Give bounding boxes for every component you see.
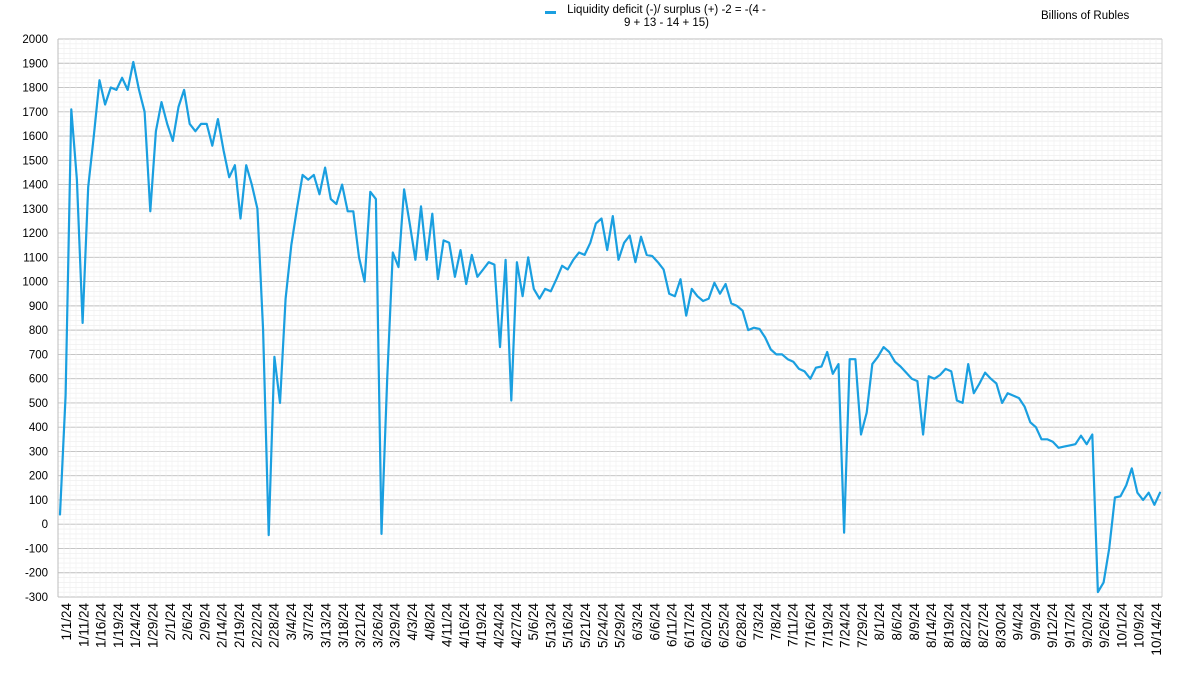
x-tick-label: 1/24/24 [128, 603, 143, 649]
y-tick-label: 1000 [22, 277, 48, 289]
x-tick-label: 4/11/24 [440, 603, 455, 648]
y-tick-label: 1800 [22, 83, 48, 95]
x-tick-label: 8/30/24 [993, 603, 1008, 649]
x-tick-label: 1/19/24 [111, 603, 126, 649]
x-tick-label: 3/4/24 [284, 603, 299, 641]
y-tick-label: 200 [29, 471, 48, 483]
x-tick-label: 1/11/24 [76, 603, 91, 648]
x-tick-label: 7/19/24 [820, 603, 835, 649]
x-tick-label: 4/3/24 [405, 603, 420, 641]
x-tick-label: 2/9/24 [197, 603, 212, 641]
x-tick-label: 5/21/24 [578, 603, 593, 649]
x-tick-label: 2/1/24 [163, 603, 178, 641]
y-tick-label: 1400 [22, 180, 48, 192]
x-tick-label: 5/24/24 [595, 603, 610, 649]
x-tick-label: 9/20/24 [1080, 603, 1095, 649]
x-tick-label: 8/22/24 [959, 603, 974, 649]
x-tick-label: 8/14/24 [924, 603, 939, 649]
grid-lines [57, 38, 1163, 598]
x-tick-label: 5/13/24 [543, 603, 558, 649]
units-label: Billions of Rubles [1041, 10, 1130, 22]
x-tick-label: 6/28/24 [734, 603, 749, 649]
y-tick-label: 1700 [22, 107, 48, 119]
x-tick-label: 9/12/24 [1045, 603, 1060, 649]
x-tick-label: 6/17/24 [682, 603, 697, 649]
legend: Liquidity deficit (-)/ surplus (+) -2 = … [545, 4, 769, 30]
y-tick-label: 800 [29, 325, 48, 337]
x-tick-label: 4/24/24 [492, 603, 507, 649]
y-tick-label: 0 [42, 519, 48, 531]
series-layer [58, 60, 1162, 594]
x-tick-label: 8/6/24 [890, 603, 905, 641]
x-tick-label: 7/24/24 [838, 603, 853, 649]
x-tick-label: 4/16/24 [457, 603, 472, 649]
y-tick-label: 500 [29, 398, 48, 410]
x-tick-label: 7/29/24 [855, 603, 870, 649]
x-tick-label: 7/8/24 [768, 603, 783, 641]
x-tick-label: 5/6/24 [526, 603, 541, 641]
y-tick-label: 1900 [22, 58, 48, 70]
x-tick-label: 1/1/24 [59, 603, 74, 641]
x-tick-label: 8/9/24 [907, 603, 922, 641]
x-tick-label: 6/25/24 [717, 603, 732, 649]
x-tick-label: 9/17/24 [1063, 603, 1078, 649]
y-tick-label: 600 [29, 374, 48, 386]
x-tick-label: 3/7/24 [301, 603, 316, 641]
x-tick-label: 7/3/24 [751, 603, 766, 641]
x-tick-label: 9/26/24 [1097, 603, 1112, 649]
y-tick-label: -100 [25, 543, 48, 555]
y-tick-label: 1500 [22, 155, 48, 167]
x-tick-label: 4/19/24 [474, 603, 489, 649]
x-tick-label: 9/4/24 [1011, 603, 1026, 641]
y-tick-label: -300 [25, 592, 48, 604]
x-tick-label: 1/29/24 [146, 603, 161, 649]
x-tick-label: 5/29/24 [613, 603, 628, 649]
x-tick-label: 8/27/24 [976, 603, 991, 649]
x-tick-label: 8/19/24 [941, 603, 956, 649]
y-tick-label: 1600 [22, 131, 48, 143]
legend-swatch [545, 11, 556, 14]
x-tick-label: 6/6/24 [647, 603, 662, 641]
y-axis-ticks: -300 -200 -100 0 100 200 300 400 500 600 700 800 900… [22, 34, 48, 604]
x-tick-label: 3/13/24 [319, 603, 334, 649]
x-tick-label: 10/14/24 [1149, 603, 1164, 656]
x-tick-label: 6/20/24 [699, 603, 714, 649]
x-tick-label: 2/19/24 [232, 603, 247, 649]
x-tick-label: 2/6/24 [180, 603, 195, 641]
x-tick-label: 1/16/24 [94, 603, 109, 649]
x-tick-label: 7/11/24 [786, 603, 801, 648]
x-tick-label: 3/29/24 [388, 603, 403, 649]
y-tick-label: 700 [29, 349, 48, 361]
y-tick-label: 1300 [22, 204, 48, 216]
y-tick-label: 400 [29, 422, 48, 434]
x-tick-label: 2/28/24 [267, 603, 282, 649]
x-tick-label: 10/9/24 [1132, 603, 1147, 649]
x-tick-label: 4/8/24 [422, 603, 437, 641]
x-tick-label: 2/22/24 [249, 603, 264, 649]
series-line [58, 60, 1162, 594]
x-tick-label: 10/1/24 [1114, 603, 1129, 649]
y-tick-label: 300 [29, 446, 48, 458]
x-tick-label: 4/27/24 [509, 603, 524, 649]
y-tick-label: 900 [29, 301, 48, 313]
y-tick-label: 2000 [22, 34, 48, 46]
x-tick-label: 3/21/24 [353, 603, 368, 649]
x-tick-label: 7/16/24 [803, 603, 818, 649]
y-tick-label: 100 [29, 495, 48, 507]
y-tick-label: 1200 [22, 228, 48, 240]
y-tick-label: -200 [25, 568, 48, 580]
x-tick-label: 9/9/24 [1028, 603, 1043, 641]
x-tick-label: 3/18/24 [336, 603, 351, 649]
legend-label: Liquidity deficit (-)/ surplus (+) -2 = … [567, 4, 766, 29]
x-axis-ticks: 1/1/24 1/11/24 1/16/24 1/19/24 1/24/24 1/29/2… [59, 603, 1164, 656]
x-tick-label: 3/26/24 [370, 603, 385, 649]
y-tick-label: 1100 [23, 252, 48, 264]
x-tick-label: 5/16/24 [561, 603, 576, 649]
x-tick-label: 2/14/24 [215, 603, 230, 649]
x-tick-label: 6/11/24 [665, 603, 680, 648]
x-tick-label: 8/1/24 [872, 603, 887, 641]
x-tick-label: 6/3/24 [630, 603, 645, 641]
